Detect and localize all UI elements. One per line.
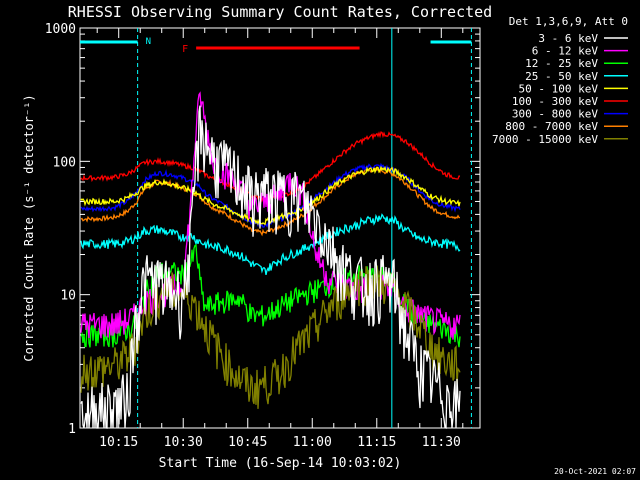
plot-area: 1 10 100 1000 10:15 10:30 10:45 11:00 11:15 11:30… [45,22,481,450]
x-axis-label: Start Time (16-Sep-14 10:03:02) [159,456,402,471]
series-line [80,165,461,226]
legend-title: Det 1,3,6,9, Att 0 [509,15,628,28]
y-tick-label: 1 [68,422,76,437]
legend-label: 300 - 800 keV [512,108,598,121]
series-line [80,105,461,429]
timestamp: 20-Oct-2021 02:07 [554,467,636,476]
night-flag-label: N [146,37,151,47]
legend-label: 3 - 6 keV [538,32,598,45]
legend-label: 50 - 100 keV [519,82,599,95]
plot-frame [79,27,481,429]
legend-label: 12 - 25 keV [525,57,598,70]
legend-label: 25 - 50 keV [525,70,598,83]
x-tick-label: 10:30 [164,435,203,450]
y-tick-label: 1000 [45,22,76,37]
y-tick-label: 10 [60,289,76,304]
y-tick-label: 100 [53,155,76,170]
x-tick-label: 11:00 [293,435,332,450]
legend-label: 100 - 300 keV [512,95,598,108]
x-tick-label: 10:15 [99,435,138,450]
legend-label: 800 - 7000 keV [505,120,598,133]
y-axis-label: Corrected Count Rate (s⁻¹ detector⁻¹) [22,94,36,361]
series-line [80,213,461,276]
x-tick-label: 11:30 [422,435,461,450]
legend-label: 6 - 12 keV [532,45,599,58]
flare-flag-label: F [182,44,188,55]
x-tick-label: 10:45 [228,435,267,450]
x-tick-label: 11:15 [357,435,396,450]
chart-title: RHESSI Observing Summary Count Rates, Co… [68,3,492,21]
legend-label: 7000 - 15000 keV [492,133,598,146]
